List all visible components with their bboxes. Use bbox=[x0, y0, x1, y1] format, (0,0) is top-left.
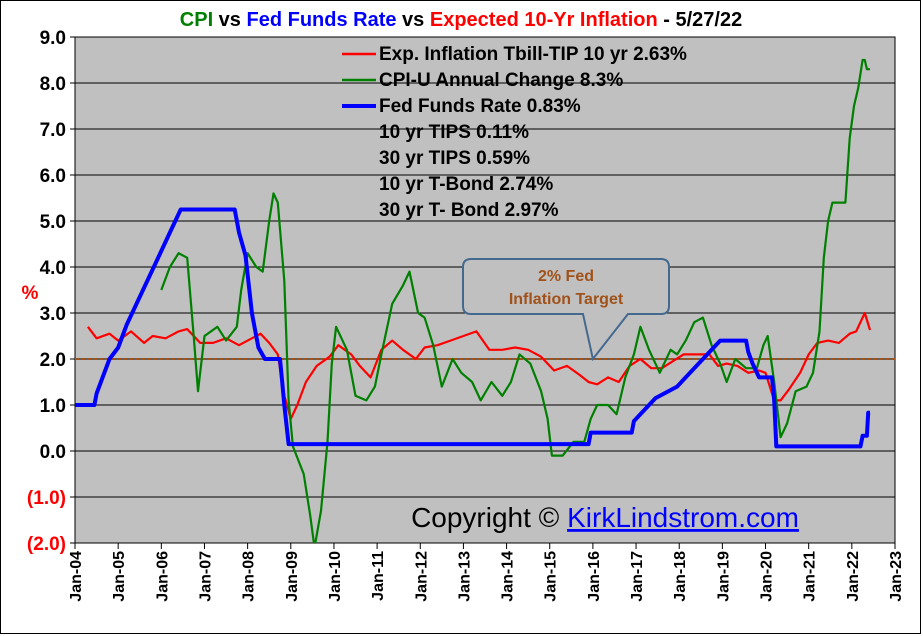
title-part: - 5/27/22 bbox=[658, 9, 743, 31]
legend: Exp. Inflation Tbill-TIP 10 yr 2.63% CPI-… bbox=[342, 44, 687, 221]
x-tick-label: Jan-21 bbox=[802, 551, 819, 602]
title-part: Fed Funds Rate bbox=[246, 9, 396, 31]
x-tick-label: Jan-20 bbox=[759, 551, 776, 602]
y-tick-label: 1.0 bbox=[40, 396, 66, 417]
x-tick-label: Jan-23 bbox=[888, 551, 905, 602]
callout-line-2: Inflation Target bbox=[509, 291, 624, 308]
x-tick-label: Jan-14 bbox=[500, 551, 517, 602]
y-axis-label: % bbox=[22, 283, 39, 304]
x-tick-label: Jan-13 bbox=[456, 551, 473, 602]
y-tick-label: 7.0 bbox=[40, 120, 66, 141]
y-tick-label: 2.0 bbox=[40, 350, 66, 371]
x-tick-label: Jan-06 bbox=[154, 551, 171, 602]
x-tick-label: Jan-07 bbox=[197, 551, 214, 602]
axes: 9.0 8.0 7.0 6.0 5.0 4.0 3.0 2.0 1.0 0.0 (1.0) (2.0)… bbox=[27, 28, 905, 602]
callout-box bbox=[462, 258, 670, 362]
y-tick-label: 4.0 bbox=[40, 258, 66, 279]
title-part: Expected 10-Yr Inflation bbox=[430, 9, 658, 31]
expected-inflation-line bbox=[87, 311, 872, 420]
y-tick-label: 0.0 bbox=[40, 442, 66, 463]
series-layer bbox=[75, 58, 872, 543]
legend-entry: 30 yr T- Bond 2.97% bbox=[379, 200, 559, 221]
callout-line-1: 2% Fed bbox=[538, 268, 594, 285]
x-tick-label: Jan-16 bbox=[586, 551, 603, 602]
x-tick-label: Jan-10 bbox=[327, 551, 344, 602]
legend-entry: 30 yr TIPS 0.59% bbox=[379, 148, 530, 169]
x-tick-label: Jan-15 bbox=[543, 551, 560, 602]
x-tick-label: Jan-09 bbox=[284, 551, 301, 602]
title-part: vs bbox=[397, 9, 430, 31]
legend-entry: CPI-U Annual Change 8.3% bbox=[379, 70, 623, 91]
chart-title: CPI vs Fed Funds Rate vs Expected 10-Yr … bbox=[180, 9, 742, 31]
copyright-notice: Copyright © KirkLindstrom.com bbox=[411, 502, 799, 533]
y-tick-label: (1.0) bbox=[27, 488, 66, 509]
y-tick-label: 3.0 bbox=[40, 304, 66, 325]
legend-entry: 10 yr T-Bond 2.74% bbox=[379, 174, 553, 195]
x-tick-label: Jan-05 bbox=[111, 551, 128, 602]
x-tick-label: Jan-22 bbox=[845, 551, 862, 602]
x-tick-label: Jan-19 bbox=[715, 551, 732, 602]
cpi-line bbox=[160, 58, 870, 543]
y-tick-label: 5.0 bbox=[40, 212, 66, 233]
copyright-prefix: Copyright © bbox=[411, 502, 567, 533]
x-tick-label: Jan-17 bbox=[629, 551, 646, 602]
x-tick-label: Jan-04 bbox=[68, 551, 85, 602]
y-tick-label: 6.0 bbox=[40, 166, 66, 187]
legend-entry: Fed Funds Rate 0.83% bbox=[379, 96, 581, 117]
copyright-link[interactable]: KirkLindstrom.com bbox=[567, 502, 799, 533]
title-part: CPI bbox=[180, 9, 213, 31]
y-tick-label: (2.0) bbox=[27, 534, 66, 555]
x-tick-label: Jan-08 bbox=[241, 551, 258, 602]
inflation-target-callout: 2% Fed Inflation Target bbox=[462, 258, 670, 362]
x-tick-label: Jan-18 bbox=[672, 551, 689, 602]
fed-funds-line bbox=[75, 207, 871, 449]
y-tick-label: 9.0 bbox=[40, 28, 66, 49]
legend-entry: 10 yr TIPS 0.11% bbox=[379, 122, 529, 143]
title-part: vs bbox=[213, 9, 246, 31]
y-tick-label: 8.0 bbox=[40, 74, 66, 95]
legend-entry: Exp. Inflation Tbill-TIP 10 yr 2.63% bbox=[379, 44, 687, 65]
x-tick-label: Jan-11 bbox=[370, 551, 387, 601]
x-tick-label: Jan-12 bbox=[413, 551, 430, 602]
